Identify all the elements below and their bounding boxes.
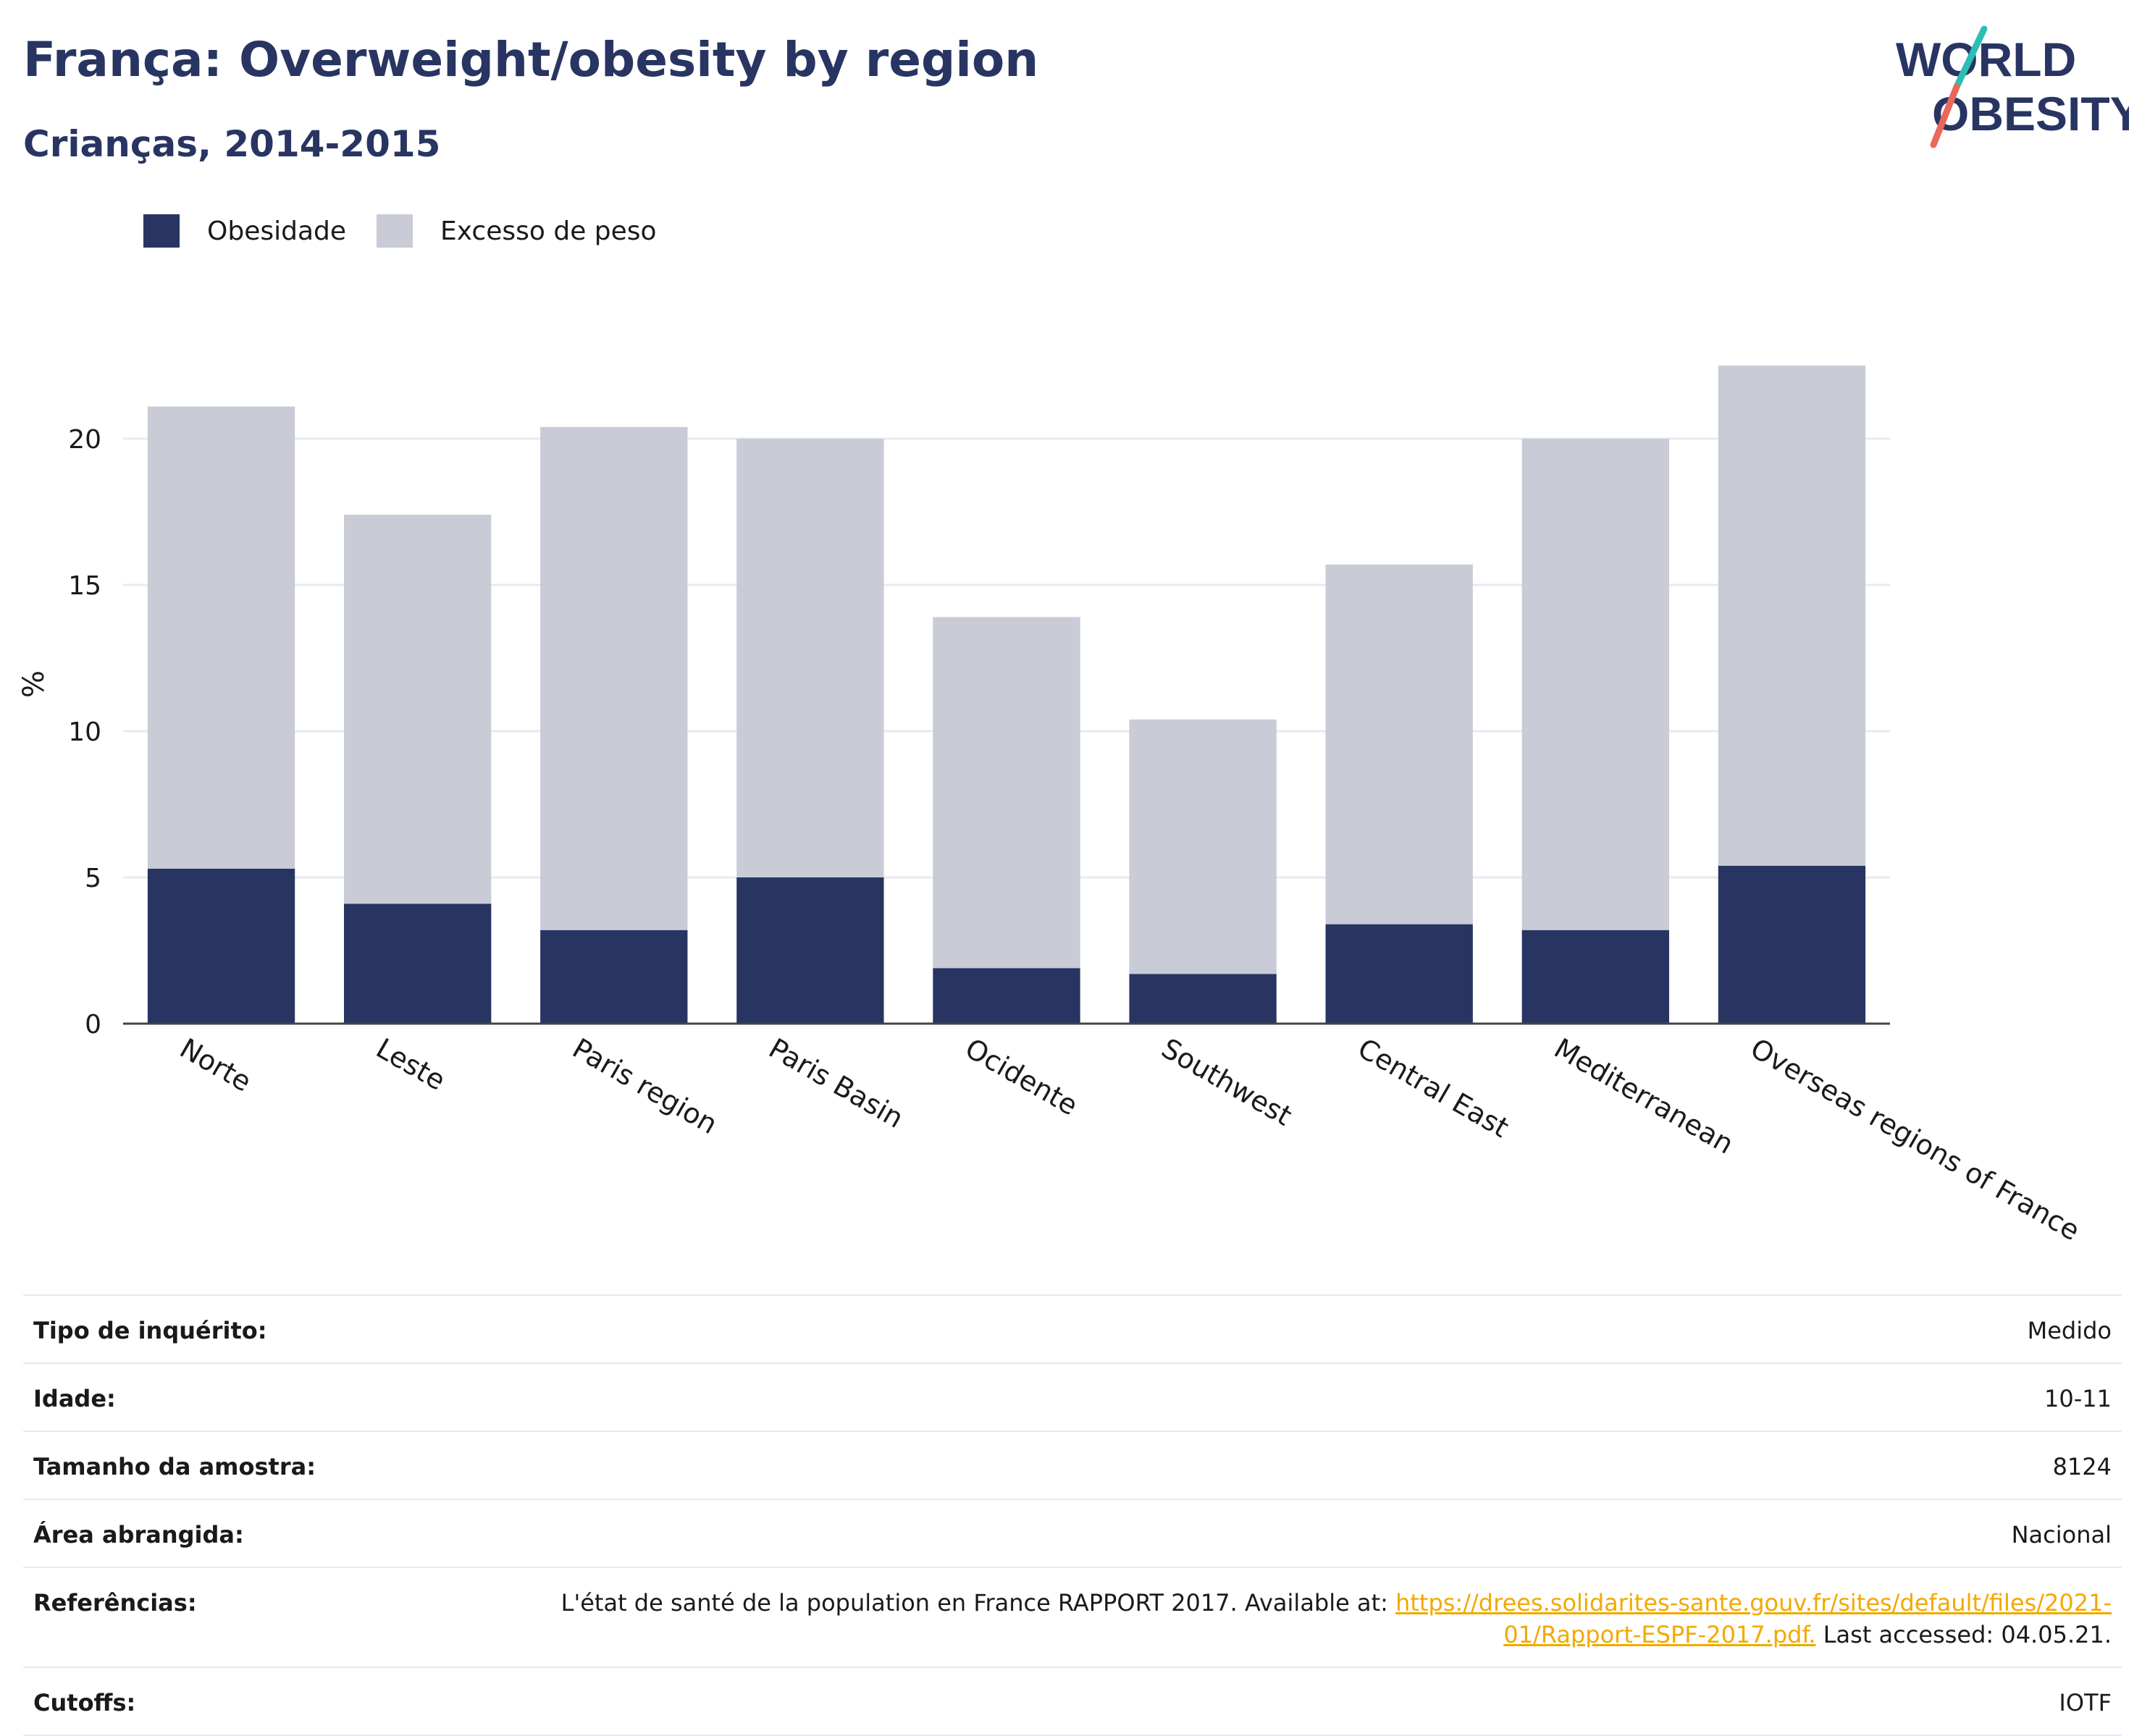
bar-obesity[interactable]: [1718, 865, 1866, 1024]
svg-text:OBESITY: OBESITY: [1932, 87, 2129, 140]
y-tick-label: 0: [85, 1010, 101, 1040]
info-label: Referências:: [33, 1589, 197, 1617]
bar-overweight[interactable]: [344, 515, 492, 904]
y-axis-label: %: [17, 670, 51, 698]
bar-overweight[interactable]: [147, 406, 295, 869]
x-tick-label: Norte: [175, 1032, 256, 1098]
info-value: 10-11: [2044, 1385, 2112, 1412]
info-label: Tipo de inquérito:: [33, 1317, 267, 1344]
info-label: Idade:: [33, 1385, 116, 1412]
bar-overweight[interactable]: [933, 617, 1080, 969]
info-row-cutoffs: Cutoffs: IOTF: [23, 1667, 2122, 1736]
x-tick-label: Ocidente: [960, 1032, 1083, 1122]
chart-legend: Obesidade Excesso de peso: [143, 214, 687, 248]
info-row-sample-size: Tamanho da amostra: 8124: [23, 1430, 2122, 1499]
chart-subtitle: Crianças, 2014-2015: [23, 123, 441, 165]
y-tick-label: 20: [68, 425, 101, 455]
bar-overweight[interactable]: [736, 439, 884, 877]
bar-obesity[interactable]: [344, 903, 492, 1024]
y-tick-label: 5: [85, 864, 101, 893]
svg-text:WORLD: WORLD: [1896, 33, 2076, 86]
bar-overweight[interactable]: [1129, 719, 1277, 974]
reference-accessed: Last accessed: 04.05.21.: [1815, 1621, 2112, 1648]
y-axis-ticks: 0 5 10 15 20: [68, 425, 101, 1040]
world-obesity-logo: WORLD OBESITY: [1896, 25, 2129, 148]
info-value: IOTF: [2059, 1689, 2112, 1716]
bar-obesity[interactable]: [147, 868, 295, 1024]
y-tick-label: 10: [68, 717, 101, 747]
info-value: 8124: [2052, 1453, 2112, 1480]
bar-overweight[interactable]: [540, 426, 688, 930]
chart-title: França: Overweight/obesity by region: [23, 32, 1039, 88]
info-label: Tamanho da amostra:: [33, 1453, 316, 1480]
info-value: L'état de santé de la population en Fran…: [446, 1587, 2112, 1651]
bar-overweight[interactable]: [1718, 366, 1866, 866]
info-label: Área abrangida:: [33, 1521, 244, 1549]
legend-item-overweight[interactable]: Excesso de peso: [377, 214, 657, 248]
reference-text: L'état de santé de la population en Fran…: [560, 1589, 1396, 1617]
info-value: Nacional: [2011, 1521, 2112, 1549]
info-row-age: Idade: 10-11: [23, 1362, 2122, 1430]
bar-obesity[interactable]: [1129, 974, 1277, 1024]
reference-link[interactable]: https://drees.solidarites-sante.gouv.fr/…: [1395, 1589, 2112, 1648]
x-axis-ticks: Norte Leste Paris region Paris Basin Ocident…: [175, 1032, 2086, 1247]
info-row-references: Referências: L'état de santé de la popul…: [23, 1567, 2122, 1667]
info-row-survey-type: Tipo de inquérito: Medido: [23, 1294, 2122, 1362]
legend-label-overweight: Excesso de peso: [440, 216, 657, 246]
legend-item-obesity[interactable]: Obesidade: [143, 214, 346, 248]
bars: [147, 366, 1866, 1024]
bar-obesity[interactable]: [736, 877, 884, 1024]
x-tick-label: Mediterranean: [1549, 1032, 1739, 1160]
x-tick-label: Leste: [371, 1032, 450, 1097]
legend-swatch-obesity: [143, 214, 180, 248]
bar-overweight[interactable]: [1521, 439, 1669, 930]
y-tick-label: 15: [68, 571, 101, 601]
x-tick-label: Central East: [1353, 1032, 1514, 1144]
legend-swatch-overweight: [377, 214, 413, 248]
x-tick-label: Paris Basin: [763, 1032, 909, 1134]
x-tick-label: Southwest: [1156, 1032, 1298, 1132]
bar-overweight[interactable]: [1325, 564, 1473, 924]
bar-obesity[interactable]: [933, 968, 1080, 1024]
bar-chart: 0 5 10 15 20 Norte Leste Paris region Paris Bas…: [17, 366, 2086, 1247]
info-label: Cutoffs:: [33, 1689, 136, 1716]
survey-info-table: Tipo de inquérito: Medido Idade: 10-11 T…: [23, 1294, 2122, 1736]
x-tick-label: Paris region: [567, 1032, 723, 1140]
bar-obesity[interactable]: [540, 930, 688, 1024]
info-value: Medido: [2027, 1317, 2112, 1344]
legend-label-obesity: Obesidade: [207, 216, 347, 246]
bar-obesity[interactable]: [1325, 924, 1473, 1024]
x-tick-label: Overseas regions of France: [1745, 1032, 2086, 1247]
info-row-area: Área abrangida: Nacional: [23, 1499, 2122, 1567]
bar-obesity[interactable]: [1521, 930, 1669, 1024]
